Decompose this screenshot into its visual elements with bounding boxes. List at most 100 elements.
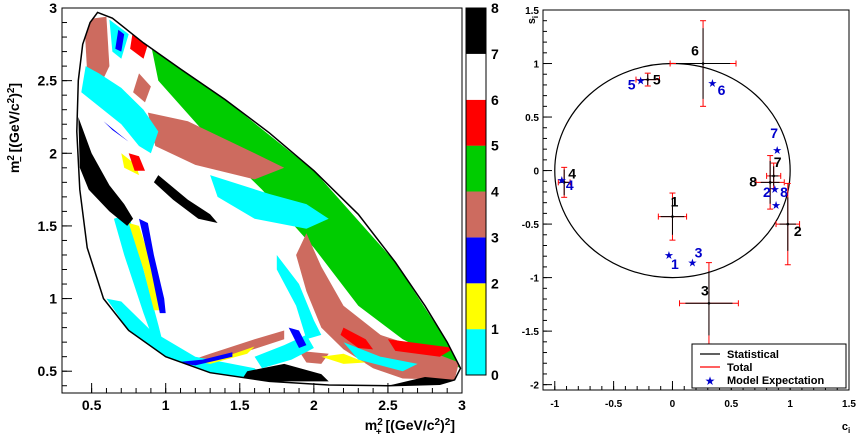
measurement-marker [646, 78, 650, 81]
color-scale-label: 4 [491, 184, 499, 200]
measurement-point-5: 5 [635, 72, 661, 88]
ci-tick-label: 0 [670, 399, 676, 410]
dalitz-region-bin-1 [276, 255, 322, 340]
si-tick-label: 0.5 [525, 113, 539, 124]
dalitz-region-bin-3 [139, 218, 166, 314]
model-point-4: ★ 4 [557, 175, 574, 193]
dalitz-region-bin-6 [387, 339, 455, 357]
dalitz-axis-ticks: 0.5 1 1.5 2 2.5 3 0.5 1 1.5 2 2.5 3 [38, 0, 467, 413]
dalitz-region-bin-8 [153, 175, 218, 223]
model-star: ★ [557, 175, 567, 187]
color-scale-label: 2 [491, 275, 499, 291]
color-scale-label: 3 [491, 229, 499, 245]
dalitz-region-bin-3 [115, 29, 125, 52]
dalitz-bin-map: 0.5 1 1.5 2 2.5 3 0.5 1 1.5 2 2.5 3 m2 + [(GeV/c2)2]… [6, 0, 499, 435]
measurement-label: 2 [794, 223, 802, 239]
dalitz-region-bin-1 [81, 66, 159, 154]
measurement-marker [701, 62, 705, 65]
dalitz-x-tick-label: 1.5 [230, 397, 250, 413]
legend-statistical-label: Statistical [727, 349, 779, 361]
dalitz-region-bin-1 [343, 342, 418, 372]
color-scale-bin-6 [466, 99, 486, 146]
measurement-label: 3 [701, 282, 709, 298]
model-label: 3 [695, 245, 703, 261]
color-scale-label: 1 [491, 321, 499, 337]
color-scale-bin-2 [466, 283, 486, 330]
dalitz-region-bin-6 [130, 29, 148, 59]
si-tick-label: -1.5 [522, 327, 540, 338]
model-point-1: ★1 [664, 250, 679, 272]
legend-model-star: ★ [705, 374, 716, 388]
color-scale-label: 5 [491, 138, 499, 154]
dalitz-region-bin-8 [387, 377, 455, 386]
dalitz-color-scale: 0 1 2 3 4 5 6 7 8 [465, 0, 499, 383]
model-star: ★ [771, 200, 781, 212]
ci-tick-label: -1 [550, 399, 559, 410]
dalitz-region-bin-4 [299, 350, 329, 364]
dalitz-region-bin-1 [210, 175, 329, 229]
dalitz-kinematic-boundary [76, 11, 462, 387]
legend-total-label: Total [727, 362, 752, 374]
model-label: 6 [718, 82, 726, 98]
dalitz-y-tick-label: 2.5 [38, 73, 58, 89]
measurement-marker [671, 215, 674, 218]
dalitz-x-tick-label: 2.5 [378, 397, 398, 413]
model-label: 8 [780, 184, 788, 200]
model-point-5: ★5 [628, 76, 646, 93]
color-scale-label: 6 [491, 92, 499, 108]
dalitz-region-bin-2 [128, 223, 163, 311]
ci-tick-label: 1.5 [842, 399, 856, 410]
measurement-point-3: 3 [679, 262, 739, 345]
ci-tick-label: -0.5 [605, 399, 623, 410]
si-tick-label: 0 [533, 167, 539, 178]
dalitz-region-bin-4 [296, 233, 459, 380]
color-scale-label: 0 [491, 367, 499, 383]
color-scale-bin-8 [466, 8, 486, 54]
legend-box [691, 343, 847, 389]
measurement-marker [772, 174, 775, 178]
model-star: ★ [688, 258, 698, 270]
measurement-marker [768, 181, 772, 184]
model-star: ★ [636, 76, 646, 88]
color-scale-bin-4 [466, 191, 486, 238]
si-tick-label: 1 [533, 60, 539, 71]
measurement-point-4: 4 [557, 165, 576, 198]
measurement-point-1: 1 [657, 192, 688, 241]
model-star: ★ [664, 250, 674, 262]
dalitz-region-bin-3 [173, 352, 233, 366]
color-scale-label: 7 [491, 46, 499, 62]
measurement-point-8: 8 [749, 155, 785, 210]
ci-si-plot: -1 -0.5 0 0.5 1 1.5 -2 -1.5 -1 -0.5 0 0.5 1 1.5 1 2 3 4 5… [522, 6, 857, 435]
measurement-label: 6 [691, 43, 699, 59]
dalitz-y-tick-label: 2 [49, 145, 57, 161]
dalitz-region-bin-2 [321, 353, 366, 364]
ci-axis-label: ci [842, 421, 850, 435]
legend-model-label: Model Expectation [727, 375, 824, 387]
color-scale-bin-3 [466, 237, 486, 284]
dalitz-y-tick-label: 1.5 [38, 218, 58, 234]
measurement-label: 7 [774, 154, 782, 170]
si-tick-label: 1.5 [525, 6, 539, 17]
dalitz-region-bin-4 [133, 73, 151, 103]
measurement-point-7: 7 [766, 154, 782, 190]
model-label: 1 [671, 256, 679, 272]
dalitz-region-bin-6 [340, 327, 374, 350]
ci-tick-label: 0.5 [724, 399, 738, 410]
dalitz-region-bin-6 [128, 153, 145, 171]
model-point-3: ★3 [688, 245, 703, 270]
ci-si-legend: Statistical Total ★ Model Expectation [691, 343, 847, 389]
measurement-point-2: 2 [775, 182, 802, 266]
dalitz-region-bin-1 [113, 214, 166, 354]
model-label: 7 [770, 125, 778, 141]
color-scale-frame [465, 7, 487, 376]
measurement-label: 4 [568, 165, 576, 181]
dalitz-x-tick-label: 2 [310, 397, 318, 413]
dalitz-region-bin-8 [78, 117, 134, 226]
measurement-label: 8 [749, 173, 757, 189]
dalitz-x-tick-label: 0.5 [82, 397, 102, 413]
si-axis-label: si [526, 16, 540, 24]
measurement-point-6: 6 [669, 20, 737, 107]
color-scale-label: 8 [491, 0, 499, 16]
model-point-7: ★7 [770, 125, 782, 157]
si-tick-label: -2 [530, 381, 539, 392]
